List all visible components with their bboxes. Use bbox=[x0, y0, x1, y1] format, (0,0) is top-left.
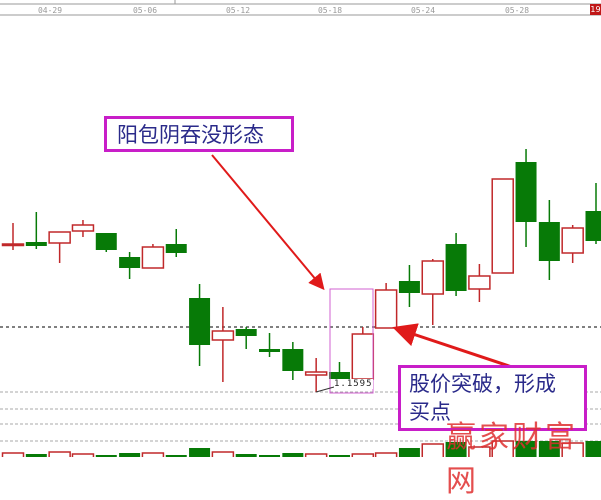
x-tick-label: 05-12 bbox=[226, 6, 250, 15]
x-tick-label: 05-28 bbox=[505, 6, 529, 15]
candle-up bbox=[562, 228, 583, 253]
candle-down bbox=[282, 349, 303, 371]
candle-up bbox=[306, 372, 327, 375]
candle-up bbox=[469, 276, 490, 289]
volume-bar bbox=[189, 448, 210, 457]
candle-up bbox=[49, 232, 70, 243]
pattern-annotation: 阳包阴吞没形态 bbox=[104, 116, 294, 152]
volume-bar bbox=[3, 453, 24, 457]
x-tick-label: 05-24 bbox=[411, 6, 435, 15]
candle-up bbox=[492, 179, 513, 273]
volume-bar bbox=[49, 452, 70, 457]
volume-bar bbox=[422, 444, 443, 457]
arrow-to-pattern bbox=[212, 155, 322, 287]
volume-bar bbox=[282, 453, 303, 457]
volume-bar bbox=[119, 453, 140, 457]
candle-down bbox=[236, 329, 257, 336]
volume-bar bbox=[376, 453, 397, 457]
volume-bar bbox=[212, 452, 233, 457]
candle-down bbox=[96, 233, 117, 250]
candle-down bbox=[329, 372, 350, 379]
x-tick-label: 05-06 bbox=[133, 6, 157, 15]
candle-down bbox=[399, 281, 420, 293]
candle-up bbox=[376, 290, 397, 328]
candle-down bbox=[446, 244, 467, 291]
candle-up bbox=[3, 244, 24, 246]
period-badge: 19 bbox=[590, 4, 601, 15]
candle-up bbox=[142, 247, 163, 268]
candle-down bbox=[516, 162, 537, 222]
candle-up bbox=[72, 225, 93, 231]
candle-down bbox=[539, 222, 560, 261]
candle-up bbox=[352, 334, 373, 379]
volume-bar bbox=[142, 453, 163, 457]
candle-down bbox=[166, 244, 187, 253]
low-price-label: 1.1595 bbox=[334, 379, 373, 389]
candle-down bbox=[119, 257, 140, 268]
candle-down bbox=[26, 242, 47, 246]
x-tick-label: 04-29 bbox=[38, 6, 62, 15]
candle-up bbox=[422, 261, 443, 294]
candle-down bbox=[259, 349, 280, 352]
watermark: 赢家财富网 bbox=[446, 412, 601, 500]
price-label-leader bbox=[316, 387, 334, 392]
candle-down bbox=[586, 211, 601, 241]
candle-up bbox=[212, 331, 233, 340]
x-tick-label: 05-18 bbox=[318, 6, 342, 15]
candle-down bbox=[189, 298, 210, 345]
volume-bar bbox=[399, 448, 420, 457]
arrow-to-breakout bbox=[398, 329, 512, 367]
